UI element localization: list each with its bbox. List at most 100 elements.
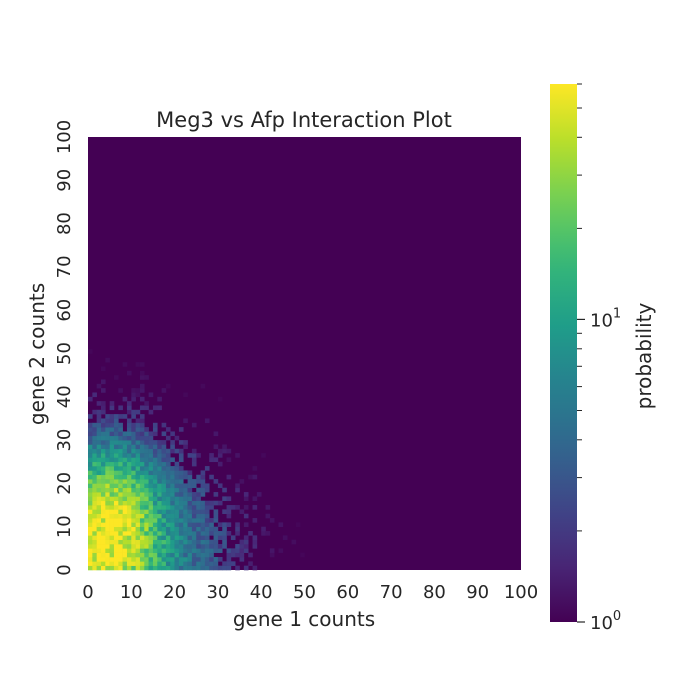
heatmap-cell (135, 427, 141, 432)
heatmap-cell (148, 496, 154, 502)
x-axis-label: gene 1 counts (233, 607, 375, 631)
heatmap-cell (174, 435, 180, 441)
heatmap-cell (209, 500, 214, 506)
heatmap-cell (131, 487, 136, 493)
heatmap-cell (170, 531, 175, 536)
heatmap-cell (131, 535, 136, 540)
heatmap-cell (88, 500, 93, 506)
heatmap-cell (144, 461, 149, 467)
heatmap-cell (165, 435, 171, 441)
heatmap-cell (96, 496, 102, 502)
heatmap-cell (148, 470, 154, 476)
heatmap-cell (209, 552, 214, 558)
heatmap-cell (113, 496, 119, 502)
heatmap-cell (109, 435, 115, 441)
heatmap-cell (226, 513, 232, 519)
heatmap-cell (122, 518, 128, 523)
heatmap-cell (165, 383, 171, 389)
heatmap-cell (144, 557, 149, 562)
heatmap-cell (204, 518, 210, 523)
heatmap-cell (217, 396, 223, 402)
heatmap-cell (96, 414, 102, 419)
heatmap-cell (88, 531, 93, 536)
heatmap-cell (88, 544, 93, 549)
heatmap-cell (170, 496, 175, 502)
heatmap-cell (100, 483, 106, 489)
y-axis-label: gene 2 counts (25, 283, 49, 425)
heatmap-cell (105, 505, 110, 510)
heatmap-cell (187, 544, 193, 549)
heatmap-cell (88, 422, 93, 428)
y-tick-label: 70 (54, 255, 75, 278)
heatmap-cell (183, 526, 188, 532)
y-tick-label: 60 (54, 299, 75, 322)
heatmap-cell (200, 539, 206, 545)
heatmap-cell (178, 474, 184, 480)
heatmap-cell (261, 531, 266, 536)
heatmap-cell (122, 492, 128, 497)
heatmap-cell (113, 561, 119, 566)
heatmap-cell (109, 509, 115, 515)
heatmap-cell (131, 552, 136, 558)
heatmap-cell (196, 539, 201, 545)
heatmap-cell (109, 405, 115, 411)
heatmap-cell (174, 552, 180, 558)
heatmap-cell (122, 453, 128, 458)
heatmap-cell (126, 522, 132, 527)
heatmap-cell (165, 470, 171, 476)
heatmap-cell (157, 539, 162, 545)
heatmap-cell (96, 505, 102, 510)
heatmap-cell (191, 500, 197, 506)
heatmap-cell (165, 466, 171, 471)
heatmap-cell (148, 392, 154, 398)
heatmap-cell (157, 492, 162, 497)
heatmap-cell (139, 370, 145, 376)
heatmap-cell (243, 492, 249, 497)
heatmap-cell (118, 544, 123, 549)
heatmap-cell (161, 479, 167, 484)
heatmap-cell (96, 561, 102, 566)
heatmap-cell (126, 535, 132, 540)
heatmap-cell (165, 522, 171, 527)
heatmap-cell (135, 505, 141, 510)
heatmap-cell (109, 422, 115, 428)
heatmap-cell (139, 396, 145, 402)
heatmap-cell (88, 513, 93, 519)
heatmap-cell (196, 565, 201, 571)
heatmap-cell (88, 552, 93, 558)
heatmap-cell (239, 539, 245, 545)
heatmap-cell (113, 548, 119, 553)
heatmap-cell (152, 526, 158, 532)
x-tick-label: 90 (466, 582, 489, 603)
heatmap-cell (152, 500, 158, 506)
heatmap-cell (174, 461, 180, 467)
heatmap-cell (183, 470, 188, 476)
heatmap-cell (100, 496, 106, 502)
heatmap-cell (226, 531, 232, 536)
heatmap-cell (183, 487, 188, 493)
heatmap-cell (144, 470, 149, 476)
heatmap-cell (105, 539, 110, 545)
heatmap-cell (178, 561, 184, 566)
heatmap-cell (144, 539, 149, 545)
heatmap-cell (165, 509, 171, 515)
heatmap-cell (96, 526, 102, 532)
heatmap-cell (135, 479, 141, 484)
heatmap-cell (165, 552, 171, 558)
heatmap-cell (222, 531, 227, 536)
heatmap-cell (165, 496, 171, 502)
heatmap-cell (100, 444, 106, 450)
heatmap-cell (135, 565, 141, 571)
heatmap-cell (144, 453, 149, 458)
heatmap-cell (88, 557, 93, 562)
heatmap-cell (226, 448, 232, 454)
heatmap-cell (118, 548, 123, 553)
heatmap-cell (165, 461, 171, 467)
heatmap-cell (135, 509, 141, 515)
heatmap-cell (187, 513, 193, 519)
heatmap-cell (139, 362, 145, 367)
heatmap-cell (126, 544, 132, 549)
heatmap-cell (213, 548, 219, 553)
heatmap-cell (191, 453, 197, 458)
